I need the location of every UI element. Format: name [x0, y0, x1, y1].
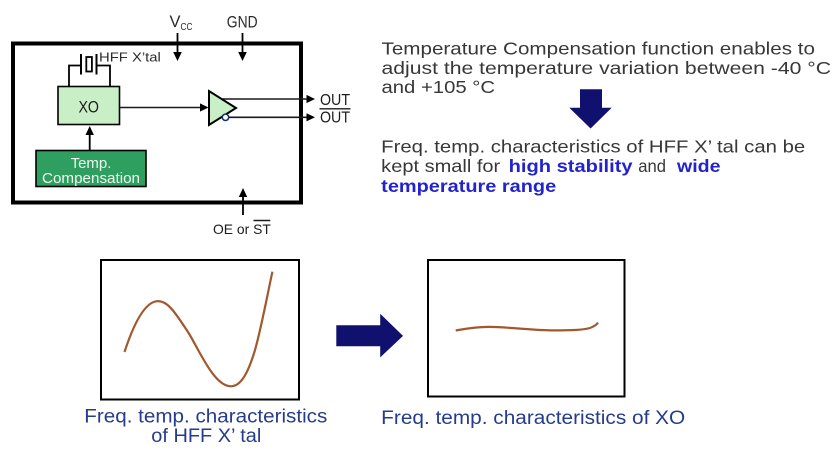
- svg-text:temperature range: temperature range: [381, 176, 556, 196]
- svg-text:Temperature Compensation funct: Temperature Compensation function enable…: [382, 39, 816, 59]
- svg-text:GND: GND: [227, 13, 258, 31]
- svg-text:and +105 °C: and +105 °C: [382, 77, 496, 97]
- svg-text:Freq. temp. characteristics of: Freq. temp. characteristics of XO: [381, 408, 685, 429]
- svg-text:Freq. temp. characteristics of: Freq. temp. characteristics of HFF X’ ta…: [381, 137, 805, 157]
- svg-text:and: and: [638, 156, 666, 176]
- svg-text:kept small for: kept small for: [381, 156, 500, 176]
- svg-text:wide: wide: [676, 156, 721, 176]
- svg-text:OUT: OUT: [320, 92, 350, 109]
- svg-text:Compensation: Compensation: [42, 170, 140, 187]
- svg-text:XO: XO: [78, 99, 99, 117]
- svg-text:high stability: high stability: [509, 156, 633, 176]
- svg-text:OE or ST: OE or ST: [213, 222, 271, 237]
- svg-text:of HFF X’ tal: of HFF X’ tal: [151, 426, 261, 447]
- svg-text:Temp.: Temp.: [71, 155, 112, 172]
- svg-text:HFF X’tal: HFF X’tal: [99, 50, 161, 65]
- svg-text:VCC: VCC: [170, 13, 193, 33]
- svg-text:OUT: OUT: [320, 110, 350, 127]
- svg-text:Freq. temp. characteristics: Freq. temp. characteristics: [84, 406, 327, 427]
- svg-text:adjust the temperature variati: adjust the temperature variation between…: [382, 58, 832, 78]
